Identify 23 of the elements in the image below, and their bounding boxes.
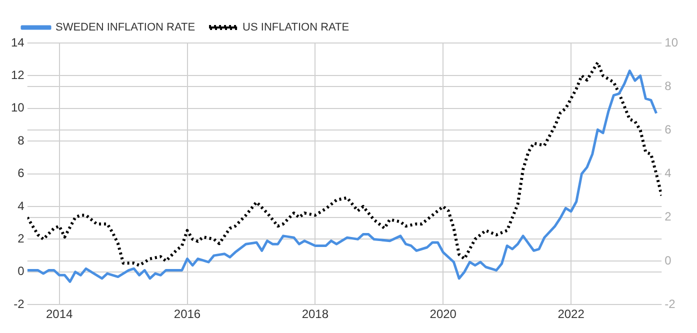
legend-label: SWEDEN INFLATION RATE	[56, 22, 196, 34]
x-tick-label: 2014	[46, 307, 73, 322]
x-tick-label: 2018	[302, 307, 329, 322]
y2-tick-label: 10	[664, 35, 678, 50]
y2-tick-label: 4	[664, 166, 672, 180]
x-tick-label: 2016	[174, 307, 201, 322]
x-tick-label: 2020	[430, 307, 457, 322]
y2-tick-label: -2	[664, 296, 676, 311]
y-tick-label: 12	[10, 68, 25, 82]
y-tick-label: 14	[10, 35, 25, 50]
y-tick-label: 6	[18, 166, 25, 180]
y-tick-label: 10	[10, 100, 25, 115]
y-tick-label: 0	[18, 264, 25, 278]
y2-tick-label: 2	[664, 210, 672, 224]
y-tick-label: 2	[18, 232, 25, 246]
y2-tick-label: 6	[664, 122, 672, 137]
x-tick-label: 2022	[558, 307, 585, 322]
y-tick-label: 4	[18, 198, 25, 213]
y2-tick-label: 8	[664, 78, 672, 93]
y2-tick-label: 0	[664, 253, 672, 268]
y-tick-label: 8	[18, 133, 25, 148]
y-tick-label: -2	[14, 296, 25, 311]
legend-label: US INFLATION RATE	[242, 22, 350, 34]
